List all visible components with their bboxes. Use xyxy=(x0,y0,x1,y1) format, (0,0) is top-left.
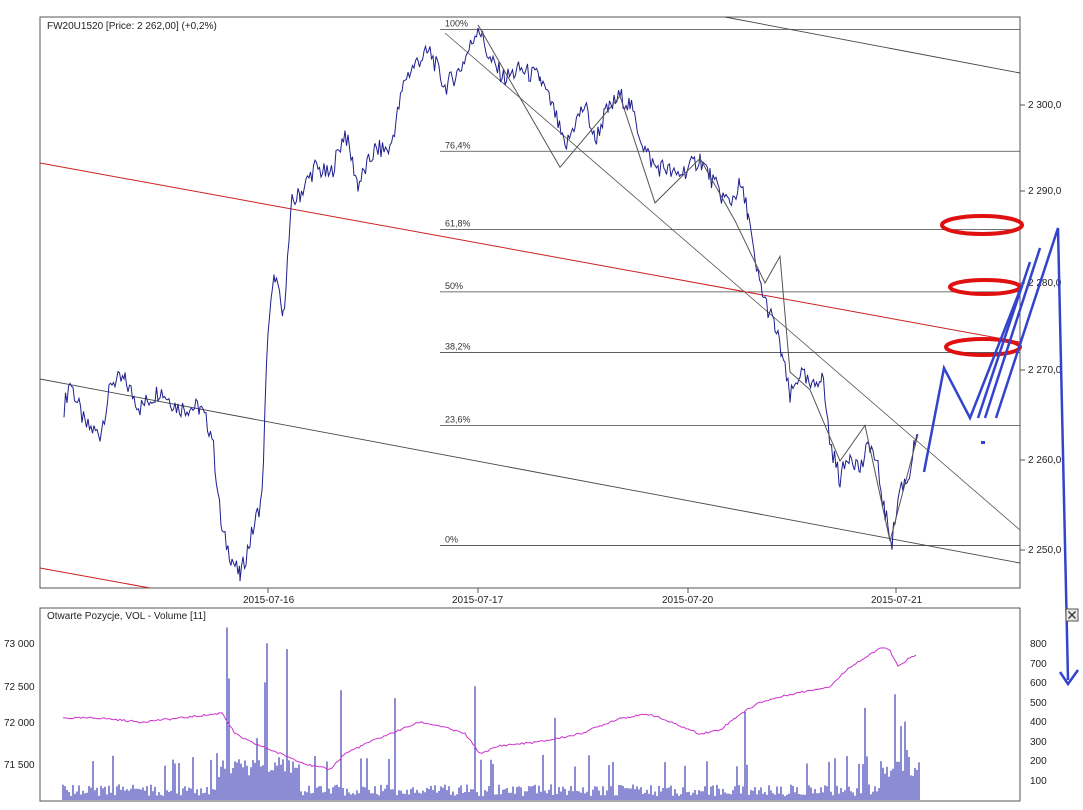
open-interest-line xyxy=(62,647,917,771)
vol-y-tick: 300 xyxy=(1030,737,1047,748)
volume-right-axis: 800 700 600 500 400 300 200 100 xyxy=(1030,639,1047,787)
oi-y-tick: 72 500 xyxy=(4,682,35,693)
price-panel-title: FW20U1520 [Price: 2 262,00] (+0,2%) xyxy=(47,21,217,32)
price-y-tick: 2 260,0 xyxy=(1028,455,1062,466)
volume-panel-title: Otwarte Pozycje, VOL - Volume [11] xyxy=(47,611,206,622)
blue-projection-annotation xyxy=(994,227,1070,681)
zigzag-overlay-line xyxy=(477,24,919,542)
blue-dot-annotation xyxy=(981,441,985,444)
fib-level-label: 38,2% xyxy=(445,341,471,351)
price-y-tick: 2 290,0 xyxy=(1028,186,1062,197)
volume-bars xyxy=(62,627,920,800)
vol-y-tick: 200 xyxy=(1030,756,1047,767)
fib-level-label: 61,8% xyxy=(445,219,471,229)
blue-projection-annotation xyxy=(983,247,1042,419)
red-lower-line xyxy=(39,567,151,589)
blue-projection-annotation xyxy=(922,284,1024,473)
price-y-tick: 2 270,0 xyxy=(1028,365,1062,376)
volume-panel-frame xyxy=(39,607,1021,802)
oi-y-tick: 72 000 xyxy=(4,718,35,729)
blue-arrowhead-annotation xyxy=(1058,669,1080,687)
vol-y-tick: 600 xyxy=(1030,678,1047,689)
red-ellipse-annotation xyxy=(940,214,1024,236)
fib-level-label: 50% xyxy=(445,281,463,291)
price-series-line xyxy=(63,27,919,582)
volume-left-axis: 73 000 72 500 72 000 71 500 xyxy=(4,639,35,771)
price-panel-frame xyxy=(39,16,1021,589)
x-tick-label: 2015-07-20 xyxy=(662,595,714,606)
vol-y-tick: 400 xyxy=(1030,717,1047,728)
red-channel-line xyxy=(39,162,1021,343)
price-x-axis: 2015-07-16 2015-07-17 2015-07-20 2015-07… xyxy=(243,588,923,606)
vol-y-tick: 700 xyxy=(1030,659,1047,670)
fibonacci-levels: 100% 76,4% 61,8% 50% 38,2% 23,6% 0% xyxy=(440,18,1020,546)
blue-projection-annotation xyxy=(976,261,1032,419)
price-y-tick: 2 250,0 xyxy=(1028,545,1062,556)
fib-level-label: 100% xyxy=(445,18,468,28)
trend-line xyxy=(444,32,1021,531)
close-icon xyxy=(1068,611,1076,619)
fib-level-label: 76,4% xyxy=(445,140,471,150)
oi-y-tick: 71 500 xyxy=(4,760,35,771)
fib-level-label: 0% xyxy=(445,535,458,545)
price-y-tick: 2 280,0 xyxy=(1028,278,1062,289)
oi-y-tick: 73 000 xyxy=(4,639,35,650)
x-tick-label: 2015-07-16 xyxy=(243,595,295,606)
price-y-axis: 2 300,0 2 290,0 2 280,0 2 270,0 2 260,0 … xyxy=(1020,100,1062,556)
x-tick-label: 2015-07-17 xyxy=(452,595,504,606)
vol-y-tick: 100 xyxy=(1030,776,1047,787)
close-panel-button[interactable] xyxy=(1065,608,1079,622)
price-y-tick: 2 300,0 xyxy=(1028,100,1062,111)
fib-level-label: 23,6% xyxy=(445,414,471,424)
x-tick-label: 2015-07-21 xyxy=(871,595,923,606)
vol-y-tick: 800 xyxy=(1030,639,1047,650)
vol-y-tick: 500 xyxy=(1030,698,1047,709)
upper-channel-line xyxy=(724,16,1021,74)
